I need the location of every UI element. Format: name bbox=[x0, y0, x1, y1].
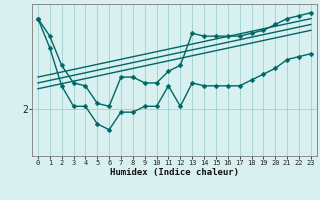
X-axis label: Humidex (Indice chaleur): Humidex (Indice chaleur) bbox=[110, 168, 239, 177]
